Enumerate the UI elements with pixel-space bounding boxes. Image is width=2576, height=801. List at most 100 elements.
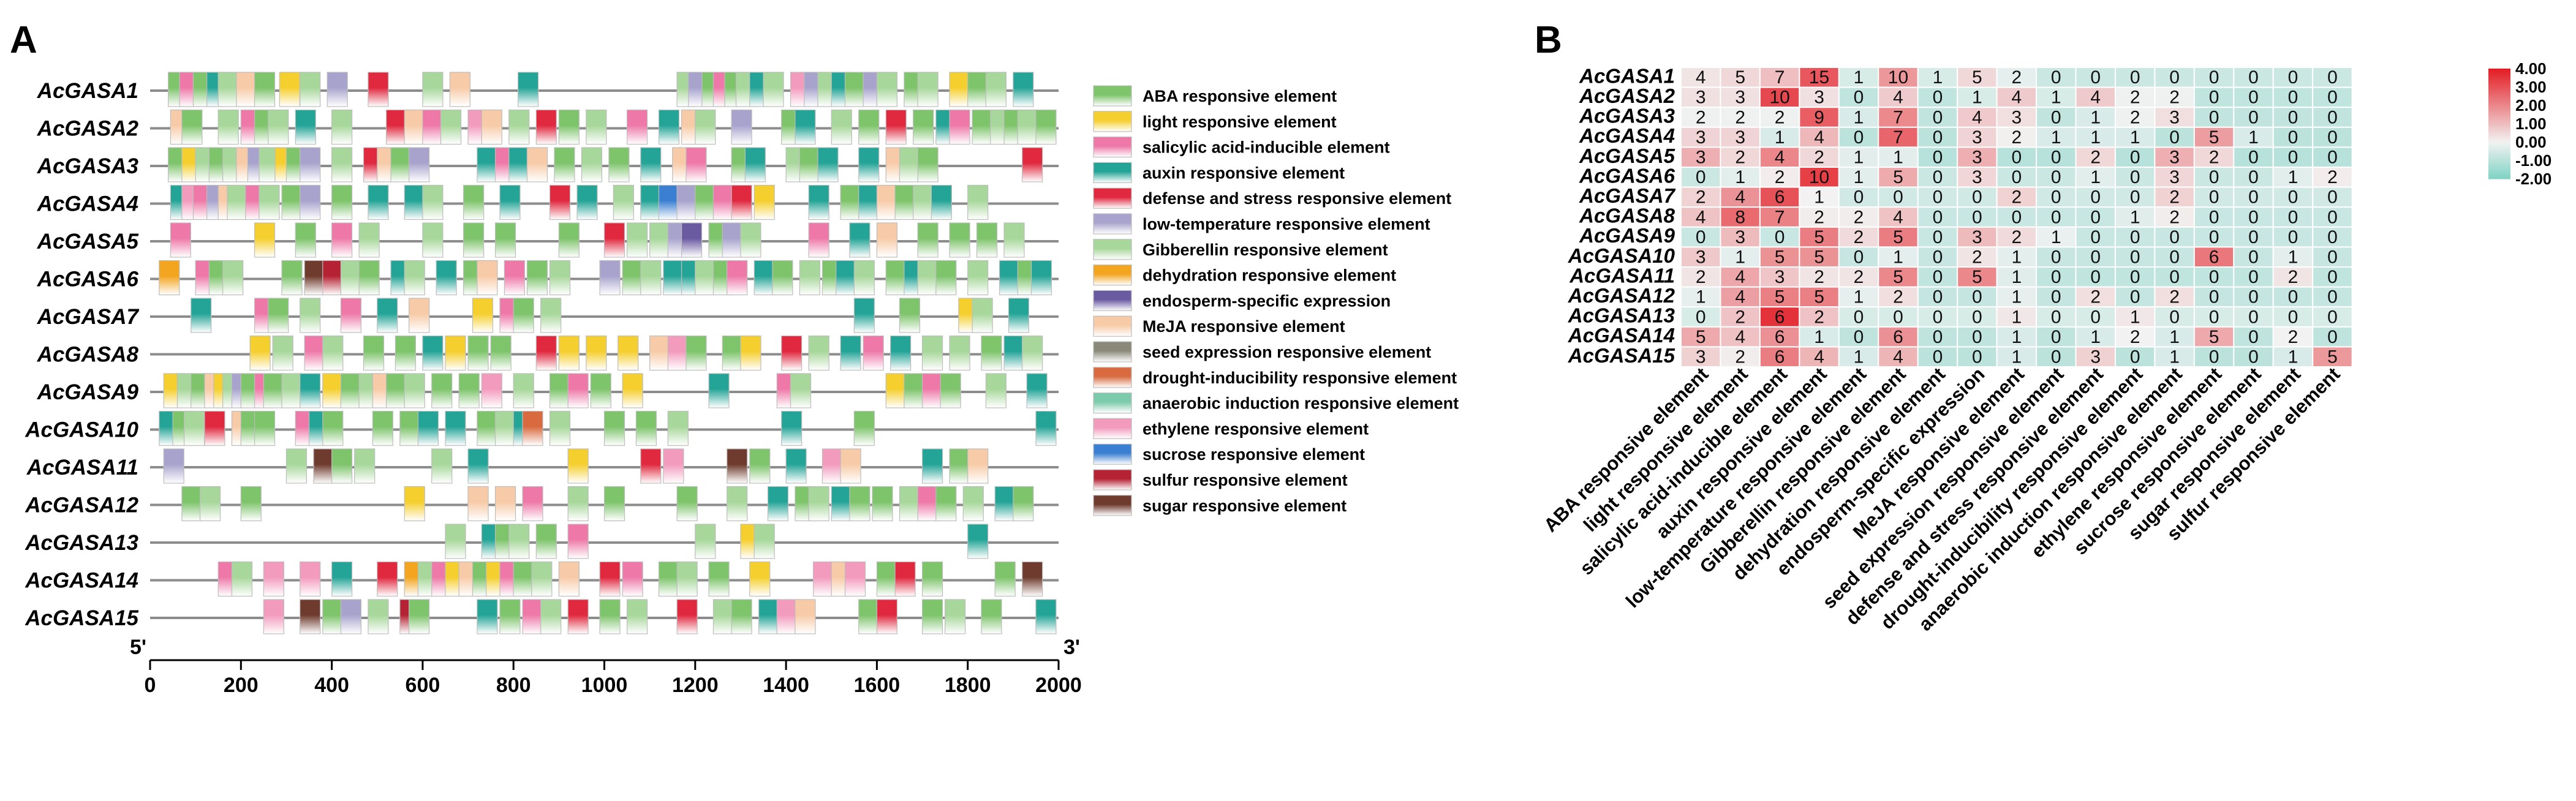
heatmap-cell-value: 2	[1814, 307, 1824, 327]
heatmap-cell-value: 6	[1775, 347, 1785, 367]
motif-aba-responsive-element	[658, 561, 680, 597]
motif-salicylic-acid-inducible-element	[567, 524, 589, 559]
color-scale-segment	[2488, 164, 2510, 167]
heatmap-cell	[2312, 346, 2353, 368]
motif-auxin-responsive-element	[331, 561, 353, 597]
motif-auxin-responsive-element	[1030, 260, 1052, 296]
motif-gibberellin-responsive-element	[322, 335, 344, 371]
motif-auxin-responsive-element	[477, 599, 498, 634]
motif-defense-and-stress-responsive-element	[567, 599, 589, 634]
motif-meja-responsive-element	[967, 448, 989, 484]
motif-drought-inducibility-responsive-element	[522, 410, 543, 446]
heatmap-cell-value: 2	[2327, 167, 2338, 187]
color-scale-segment	[2488, 85, 2510, 88]
heatmap-row-label: AcGASA7	[1579, 184, 1676, 207]
motif-low-temperature-responsive-element	[409, 147, 430, 182]
heatmap-cell-value: 6	[1775, 327, 1785, 347]
heatmap-cell-value: 0	[2209, 107, 2219, 127]
motif-aba-responsive-element	[981, 335, 1002, 371]
motif-gibberellin-responsive-element	[695, 109, 716, 145]
heatmap-cell	[1720, 167, 1761, 188]
motif-aba-responsive-element	[409, 599, 430, 634]
motif-gibberellin-responsive-element	[808, 335, 829, 371]
gene-label: AcGASA12	[25, 494, 138, 517]
heatmap-cell-value: 1	[1854, 287, 1864, 307]
legend-label: low-temperature responsive element	[1143, 215, 1430, 233]
motif-auxin-responsive-element	[300, 373, 321, 408]
heatmap-cell	[2036, 126, 2077, 148]
color-scale-segment	[2488, 111, 2510, 113]
heatmap-cell	[2075, 206, 2116, 228]
motif-aba-responsive-element	[913, 109, 934, 145]
heatmap-cell-value: 7	[1775, 207, 1785, 227]
motif-auxin-responsive-element	[576, 184, 598, 220]
heatmap-cell-value: 10	[1888, 67, 1908, 88]
panel-b-label: B	[1535, 19, 1562, 61]
motif-auxin-responsive-element	[422, 335, 444, 371]
heatmap-cell	[2272, 346, 2314, 368]
motif-defense-and-stress-responsive-element	[894, 561, 916, 597]
motif-gibberellin-responsive-element	[272, 335, 293, 371]
motif-light-responsive-element	[445, 335, 466, 371]
motif-aba-responsive-element	[976, 222, 998, 258]
heatmap-cell	[1996, 266, 2038, 288]
motif-gibberellin-responsive-element	[259, 184, 280, 220]
color-scale-segment	[2488, 87, 2510, 89]
heatmap-cell-value: 0	[2209, 267, 2219, 287]
motif-auxin-responsive-element	[368, 184, 389, 220]
motif-aba-responsive-element	[499, 599, 521, 634]
heatmap-cell	[2233, 107, 2274, 128]
motif-auxin-responsive-element	[518, 72, 539, 107]
heatmap-cell-value: 0	[2169, 267, 2180, 287]
motif-gibberellin-responsive-element	[404, 373, 425, 408]
color-scale-segment	[2488, 113, 2510, 115]
heatmap-cell-value: 0	[1933, 267, 1943, 287]
x-tick-label: 800	[496, 674, 531, 697]
heatmap-cell	[1799, 167, 1840, 188]
gene-label: AcGASA3	[37, 154, 139, 178]
heatmap-cell-value: 0	[2327, 307, 2338, 327]
motif-aba-responsive-element	[268, 298, 289, 333]
color-scale-tick-label: 0.00	[2515, 133, 2547, 151]
motif-sugar-responsive-element	[304, 260, 325, 296]
heatmap-cell-value: 1	[1814, 187, 1824, 208]
motif-gibberellin-responsive-element	[540, 298, 562, 333]
motif-sugar-responsive-element	[300, 599, 321, 634]
x-tick-label: 600	[406, 674, 440, 697]
motif-aba-responsive-element	[695, 184, 716, 220]
motif-salicylic-acid-inducible-element	[949, 109, 970, 145]
gene-label: AcGASA4	[37, 192, 138, 216]
heatmap-cell-value: 0	[2051, 307, 2061, 327]
motif-sugar-responsive-element	[727, 448, 748, 484]
motif-aba-responsive-element	[686, 335, 707, 371]
gene-label: AcGASA13	[25, 531, 138, 555]
motif-gibberellin-responsive-element	[740, 222, 761, 258]
heatmap-cell-value: 0	[2288, 207, 2298, 227]
heatmap-cell	[2193, 326, 2235, 348]
color-scale-segment	[2488, 131, 2510, 134]
heatmap-cell-value: 0	[1972, 327, 1982, 347]
heatmap-cell-value: 10	[1769, 88, 1789, 108]
motif-aba-responsive-element	[549, 373, 571, 408]
heatmap-cell	[1838, 186, 1879, 208]
heatmap-cell	[1720, 86, 1761, 108]
color-scale-segment	[2488, 151, 2510, 154]
motif-auxin-responsive-element	[1003, 335, 1025, 371]
heatmap-cell-value: 0	[2248, 207, 2259, 227]
motif-light-responsive-element	[749, 561, 771, 597]
color-scale-tick-label: -2.00	[2515, 170, 2551, 188]
heatmap-cell-value: 0	[2011, 147, 2022, 167]
motif-gibberellin-responsive-element	[695, 524, 716, 559]
motif-defense-and-stress-responsive-element	[1022, 147, 1043, 182]
motif-aba-responsive-element	[967, 72, 989, 107]
heatmap-cell	[1799, 86, 1840, 108]
motif-aba-responsive-element	[722, 335, 743, 371]
legend-label: seed expression responsive element	[1143, 343, 1431, 361]
heatmap-cell-value: 2	[2169, 287, 2180, 307]
motif-gibberellin-responsive-element	[962, 486, 984, 522]
motif-light-responsive-element	[618, 335, 639, 371]
motif-aba-responsive-element	[372, 410, 393, 446]
motif-gibberellin-responsive-element	[626, 599, 648, 634]
heatmap-cell-value: 0	[2130, 187, 2140, 208]
motif-gibberellin-responsive-element	[790, 373, 812, 408]
